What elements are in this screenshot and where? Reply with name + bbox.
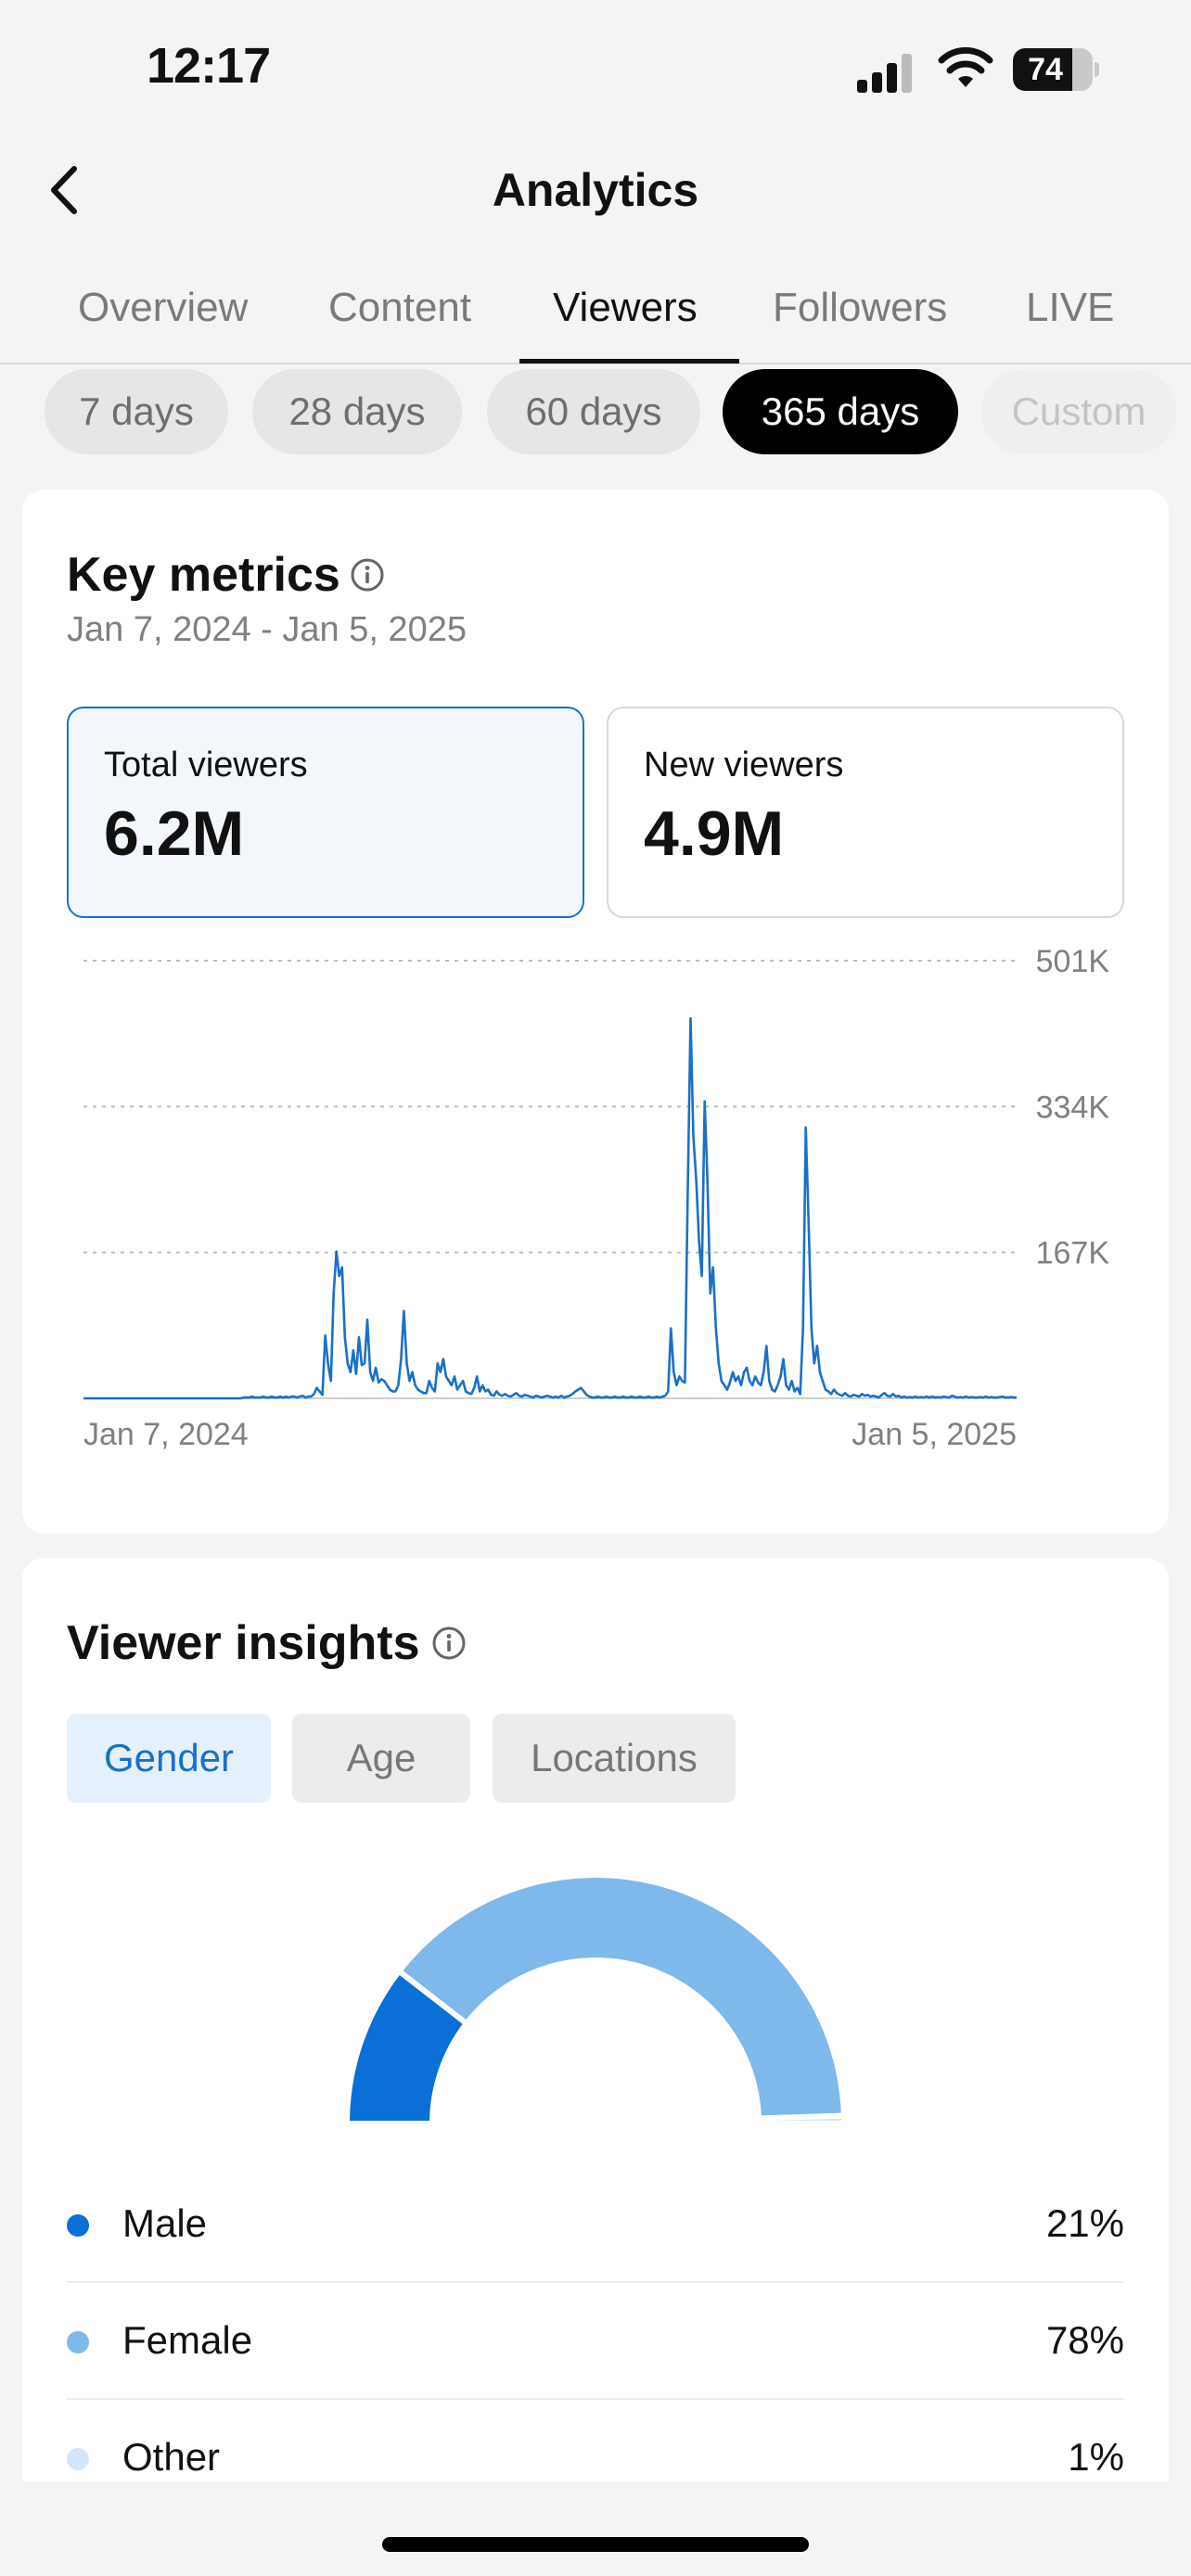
tab-overview[interactable]: Overview bbox=[78, 285, 249, 330]
bottom-safe-area bbox=[0, 2481, 1191, 2576]
battery-level-fill bbox=[1013, 48, 1072, 91]
series-line bbox=[83, 1016, 1017, 1400]
segment-locations[interactable]: Locations bbox=[493, 1714, 736, 1803]
range-60-days[interactable]: 60 days bbox=[487, 369, 700, 454]
viewer-insights-card: Viewer insights Gender Age Locations Mal… bbox=[22, 1558, 1169, 2576]
x-tick-label-start: Jan 7, 2024 bbox=[83, 1417, 249, 1452]
y-tick-label: 501K bbox=[1036, 944, 1110, 979]
legend-value: 78% bbox=[1045, 2318, 1124, 2362]
back-button[interactable] bbox=[33, 158, 98, 223]
info-icon[interactable] bbox=[349, 556, 386, 593]
tab-content[interactable]: Content bbox=[328, 285, 472, 330]
range-365-days[interactable]: 365 days bbox=[723, 369, 958, 454]
legend-value: 1% bbox=[1068, 2435, 1124, 2479]
legend-dot bbox=[67, 2214, 89, 2237]
status-bar: 12:17 74 bbox=[0, 0, 1191, 139]
tab-viewers[interactable]: Viewers bbox=[553, 285, 698, 330]
date-range-chips: 7 days 28 days 60 days 365 days Custom bbox=[0, 369, 1191, 454]
segment-age[interactable]: Age bbox=[292, 1714, 470, 1803]
legend-value: 21% bbox=[1045, 2201, 1124, 2245]
total-viewers-value: 6.2M bbox=[104, 798, 245, 869]
key-metrics-title: Key metrics bbox=[67, 548, 340, 602]
key-metrics-card: Key metrics Jan 7, 2024 - Jan 5, 2025 To… bbox=[22, 490, 1169, 1534]
range-7-days[interactable]: 7 days bbox=[45, 369, 228, 454]
legend-row-male: Male 21% bbox=[67, 2166, 1124, 2283]
legend-label: Female bbox=[122, 2318, 253, 2362]
legend-label: Male bbox=[122, 2201, 208, 2245]
total-viewers-card[interactable]: Total viewers 6.2M bbox=[67, 707, 584, 918]
y-tick-label: 167K bbox=[1036, 1236, 1110, 1271]
range-28-days[interactable]: 28 days bbox=[252, 369, 462, 454]
info-icon[interactable] bbox=[430, 1625, 467, 1662]
battery-percent: 74 bbox=[1028, 52, 1063, 87]
new-viewers-value: 4.9M bbox=[644, 798, 785, 869]
segment-gender[interactable]: Gender bbox=[67, 1714, 271, 1803]
cellular-signal-icon bbox=[857, 54, 912, 93]
tab-followers[interactable]: Followers bbox=[773, 285, 948, 330]
legend-dot bbox=[67, 2448, 89, 2470]
legend-row-female: Female 78% bbox=[67, 2283, 1124, 2400]
battery-indicator: 74 bbox=[1013, 48, 1099, 91]
legend-label: Other bbox=[122, 2435, 221, 2479]
analytics-tabs: Overview Content Viewers Followers LIVE bbox=[0, 274, 1191, 364]
home-indicator[interactable] bbox=[382, 2537, 809, 2552]
status-time: 12:17 bbox=[147, 38, 271, 94]
total-viewers-label: Total viewers bbox=[104, 746, 308, 784]
date-range-label: Jan 7, 2024 - Jan 5, 2025 bbox=[67, 610, 467, 649]
range-custom[interactable]: Custom bbox=[981, 369, 1176, 454]
y-tick-label: 334K bbox=[1036, 1090, 1110, 1125]
new-viewers-card[interactable]: New viewers 4.9M bbox=[607, 707, 1124, 918]
legend-row-other: Other 1% bbox=[67, 2400, 1124, 2517]
wifi-icon bbox=[938, 46, 993, 87]
viewers-line-chart: 501K 334K 167K Jan 7, 2024 Jan 5, 2025 bbox=[83, 944, 1110, 1452]
page-title: Analytics bbox=[492, 164, 699, 216]
x-tick-label-end: Jan 5, 2025 bbox=[852, 1417, 1017, 1452]
new-viewers-label: New viewers bbox=[644, 746, 844, 784]
donut-slice-other[interactable] bbox=[755, 2112, 848, 2126]
legend-dot bbox=[67, 2331, 89, 2353]
viewer-insights-title: Viewer insights bbox=[67, 1616, 420, 1670]
active-tab-indicator bbox=[519, 359, 739, 363]
tab-live[interactable]: LIVE bbox=[1026, 285, 1115, 330]
gender-half-donut-chart bbox=[343, 1872, 848, 2126]
donut-slice-female[interactable] bbox=[395, 1872, 847, 2122]
